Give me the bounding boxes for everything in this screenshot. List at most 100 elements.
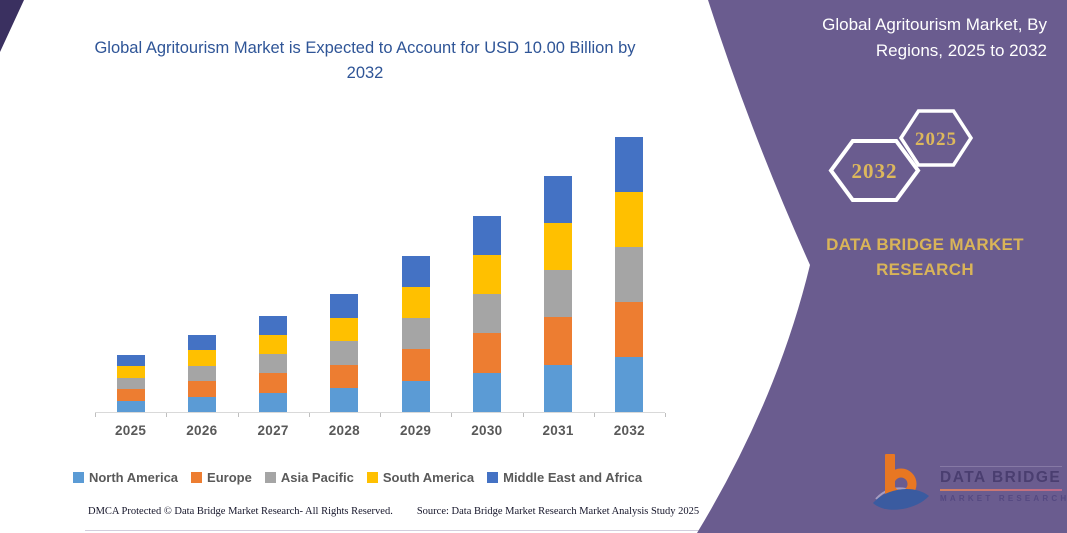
segment-middle-east-and-africa — [615, 137, 644, 192]
segment-south-america — [401, 286, 430, 319]
bar-wrap-2026 — [187, 137, 216, 412]
segment-europe — [401, 349, 430, 381]
bar-wrap-2032 — [615, 137, 644, 412]
stacked-bar-2028 — [330, 294, 359, 412]
x-axis-line — [95, 412, 665, 413]
segment-north-america — [472, 372, 501, 412]
segment-middle-east-and-africa — [330, 294, 359, 318]
segment-north-america — [187, 396, 216, 412]
stacked-bar-2027 — [259, 315, 288, 412]
stacked-bar-2032 — [615, 137, 644, 412]
x-axis-label-2027: 2027 — [257, 423, 289, 438]
segment-south-america — [615, 192, 644, 247]
x-axis-label-2025: 2025 — [115, 423, 147, 438]
logo-tagline: MARKET RESEARCH — [940, 493, 1067, 503]
segment-asia-pacific — [330, 341, 359, 365]
stacked-bar-2031 — [544, 175, 573, 412]
segment-asia-pacific — [615, 247, 644, 302]
hexagon-2025 — [898, 109, 974, 167]
segment-north-america — [544, 364, 573, 412]
hexagon-2032-label: 2032 — [852, 159, 898, 183]
segment-north-america — [116, 400, 145, 412]
legend-item-south-america: South America — [366, 470, 475, 485]
legend-swatch-asia-pacific — [264, 472, 276, 483]
segment-north-america — [330, 388, 359, 412]
source-text: Source: Data Bridge Market Research Mark… — [416, 506, 700, 517]
x-axis-label-2029: 2029 — [400, 423, 432, 438]
legend-item-asia-pacific: Asia Pacific — [264, 470, 354, 485]
legend-item-middle-east-and-africa: Middle East and Africa — [487, 470, 642, 485]
legend-item-europe: Europe — [191, 470, 252, 485]
x-axis-label-2032: 2032 — [613, 423, 645, 438]
legend-label-europe: Europe — [207, 470, 252, 485]
segment-europe — [472, 333, 501, 373]
hexagon-2025-label: 2025 — [915, 129, 957, 150]
segment-north-america — [259, 392, 288, 412]
dmca-text: DMCA Protected © Data Bridge Market Rese… — [88, 506, 393, 517]
segment-asia-pacific — [259, 354, 288, 374]
stacked-bar-2026 — [187, 335, 216, 412]
legend-swatch-europe — [191, 472, 203, 483]
legend-label-middle-east-and-africa: Middle East and Africa — [503, 470, 643, 485]
segment-europe — [615, 302, 644, 357]
segment-asia-pacific — [472, 294, 501, 334]
panel-title: Global Agritourism Market, By Regions, 2… — [822, 15, 1047, 60]
x-axis-label-2028: 2028 — [328, 423, 360, 438]
year-hexagons: 2032 2025 — [828, 109, 974, 202]
segment-south-america — [187, 350, 216, 366]
segment-south-america — [472, 254, 501, 295]
segment-asia-pacific — [401, 318, 430, 350]
legend-swatch-middle-east-and-africa — [487, 472, 499, 483]
bar-wrap-2031 — [544, 137, 573, 412]
segment-middle-east-and-africa — [116, 354, 145, 366]
legend-label-north-america: North America — [88, 470, 179, 485]
segment-south-america — [259, 334, 288, 355]
segment-europe — [116, 389, 145, 401]
segment-europe — [259, 373, 288, 393]
legend: North America Europe Asia Pacific South Ame… — [55, 470, 660, 485]
brand-text: DATA BRIDGE MARKET RESEARCH — [826, 235, 1024, 279]
bar-slot-2028: 2028 — [309, 137, 380, 438]
legend-item-north-america: North America — [72, 470, 179, 485]
bar-wrap-2029 — [401, 137, 430, 412]
bar-slot-2029: 2029 — [380, 137, 451, 438]
segment-middle-east-and-africa — [472, 215, 501, 255]
bar-slot-2032: 2032 — [594, 137, 665, 438]
x-axis-label-2031: 2031 — [542, 423, 574, 438]
stacked-bar-2029 — [401, 255, 430, 412]
bar-wrap-2027 — [259, 137, 288, 412]
segment-north-america — [401, 380, 430, 412]
logo-text: DATA BRIDGE MARKET RESEARCH — [940, 465, 1067, 503]
legend-label-asia-pacific: Asia Pacific — [280, 470, 354, 485]
stacked-bar-2030 — [472, 215, 501, 412]
bar-slot-2025: 2025 — [95, 137, 166, 438]
logo-top-rule — [940, 465, 1062, 467]
segment-middle-east-and-africa — [259, 315, 288, 335]
dbmr-logo-icon — [873, 454, 929, 510]
bar-slot-2030: 2030 — [451, 137, 522, 438]
segment-north-america — [615, 357, 644, 412]
corner-accent-triangle — [0, 0, 24, 52]
bar-slot-2027: 2027 — [238, 137, 309, 438]
chart-title: Global Agritourism Market is Expected to… — [94, 39, 636, 82]
hexagon-2032 — [828, 139, 921, 202]
x-axis-label-2026: 2026 — [186, 423, 218, 438]
bar-wrap-2028 — [330, 137, 359, 412]
segment-europe — [330, 364, 359, 389]
bottom-divider — [85, 530, 705, 531]
segment-middle-east-and-africa — [187, 335, 216, 351]
legend-swatch-south-america — [366, 472, 378, 483]
footer: DMCA Protected © Data Bridge Market Rese… — [88, 506, 699, 517]
segment-south-america — [544, 222, 573, 271]
logo-wordmark: DATA BRIDGE — [940, 468, 1062, 486]
bars-row: 2025 2026 2027 2028 2029 2030 2031 2032 — [95, 137, 665, 438]
segment-europe — [544, 317, 573, 365]
segment-south-america — [116, 366, 145, 378]
bar-slot-2026: 2026 — [166, 137, 237, 438]
segment-asia-pacific — [544, 270, 573, 318]
segment-south-america — [330, 317, 359, 342]
dbmr-logo: DATA BRIDGE MARKET RESEARCH — [872, 452, 1067, 516]
legend-label-south-america: South America — [382, 470, 475, 485]
